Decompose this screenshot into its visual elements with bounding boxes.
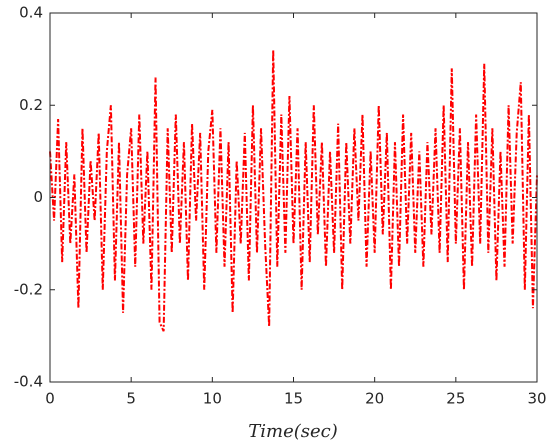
- x-tick-label: 30: [527, 390, 546, 408]
- data-line: [49, 49, 538, 332]
- x-tick-label: 15: [284, 390, 303, 408]
- x-tick-label: 5: [126, 390, 136, 408]
- y-tick-label: 0.2: [19, 96, 43, 114]
- x-tick-label: 0: [45, 390, 55, 408]
- x-tick-label: 25: [446, 390, 465, 408]
- y-tick-label: 0: [33, 188, 43, 206]
- y-tick-label: -0.4: [14, 373, 43, 391]
- x-axis-label: Time(sec): [248, 421, 338, 442]
- x-tick-label: 20: [365, 390, 384, 408]
- x-tick-label: 10: [203, 390, 222, 408]
- y-tick-label: -0.2: [14, 280, 43, 298]
- y-tick-label: 0.4: [19, 4, 43, 22]
